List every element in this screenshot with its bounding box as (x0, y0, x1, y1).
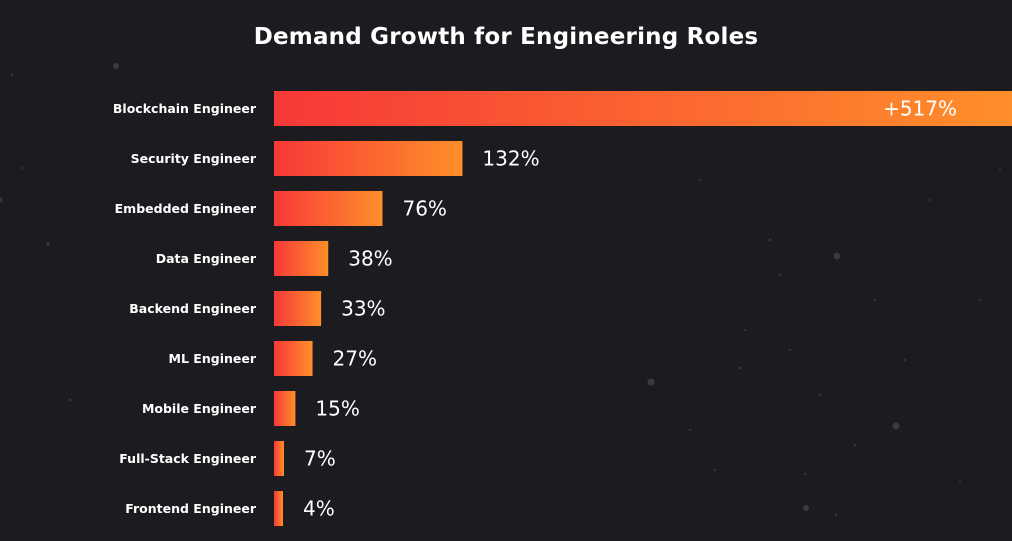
star-dot (768, 238, 772, 242)
star-dot (714, 469, 716, 471)
star-dot (46, 242, 50, 246)
bar (274, 291, 322, 326)
star-dot (689, 429, 691, 431)
bar (274, 141, 463, 176)
star-dot (804, 473, 806, 475)
value-label: 38% (348, 247, 392, 271)
star-dot (10, 73, 14, 77)
category-label: Blockchain Engineer (113, 101, 257, 116)
bar (274, 441, 284, 476)
category-label: Frontend Engineer (125, 501, 257, 516)
category-label: Backend Engineer (129, 301, 257, 316)
star-dot (999, 169, 1001, 171)
bar (274, 191, 383, 226)
star-dot (0, 197, 3, 203)
star-dot (113, 63, 119, 69)
star-dot (744, 329, 746, 331)
star-dot (647, 378, 655, 386)
value-label: 7% (304, 447, 336, 471)
value-label: 132% (482, 147, 539, 171)
category-label: ML Engineer (169, 351, 257, 366)
star-dot (979, 299, 981, 301)
star-dot (834, 513, 838, 517)
star-dot (21, 167, 23, 169)
star-dot (779, 274, 781, 276)
value-label: +517% (883, 97, 957, 121)
category-label: Security Engineer (131, 151, 257, 166)
value-label: 33% (341, 297, 385, 321)
bar (274, 391, 296, 426)
category-label: Embedded Engineer (115, 201, 257, 216)
star-dot (874, 299, 876, 301)
star-dot (154, 111, 156, 113)
bar (274, 241, 329, 276)
chart-title: Demand Growth for Engineering Roles (253, 24, 759, 50)
bar (274, 341, 313, 376)
star-dot (959, 481, 961, 483)
category-label: Data Engineer (156, 251, 257, 266)
category-label: Mobile Engineer (142, 401, 257, 416)
value-label: 15% (315, 397, 359, 421)
value-label: 76% (402, 197, 446, 221)
star-dot (699, 179, 701, 181)
value-label: 27% (333, 347, 377, 371)
star-dot (892, 422, 900, 430)
star-dot (833, 252, 841, 260)
bar (274, 91, 1012, 126)
category-label: Full-Stack Engineer (119, 451, 257, 466)
star-dot (959, 407, 961, 409)
star-dot (68, 398, 72, 402)
value-label: 4% (303, 497, 335, 521)
star-dot (853, 443, 857, 447)
star-dot (929, 199, 931, 201)
star-dot (819, 394, 821, 396)
bar (274, 491, 283, 526)
star-dot (789, 349, 791, 351)
star-dot (904, 359, 906, 361)
star-dot (803, 505, 809, 511)
star-dot (738, 366, 742, 370)
